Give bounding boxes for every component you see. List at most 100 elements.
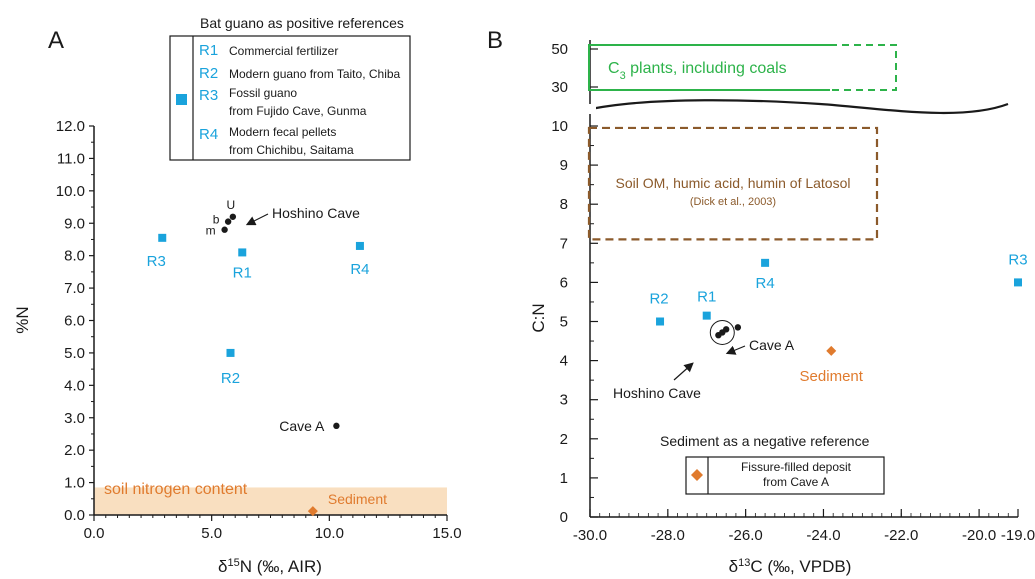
a-legend-text: Modern guano from Taito, Chiba	[229, 67, 401, 81]
b-x-tick-label: -26.0	[729, 527, 763, 544]
b-ref-label: R1	[697, 289, 716, 306]
b-y-tick-label: 8	[560, 196, 568, 213]
a-legend-code: R3	[199, 87, 218, 104]
soil-band-label: soil nitrogen content	[104, 481, 248, 498]
b-ref-point	[656, 317, 665, 326]
a-y-tick-label: 9.0	[64, 215, 85, 232]
a-ref-point	[238, 248, 247, 257]
b-legend-text: Fissure-filled deposit	[741, 460, 852, 474]
a-y-tick-label: 4.0	[64, 377, 85, 394]
a-legend-text: Commercial fertilizer	[229, 44, 338, 58]
a-legend-code: R4	[199, 126, 218, 143]
a-y-tick-label: 8.0	[64, 248, 85, 265]
a-hoshino-sample-label: m	[206, 224, 216, 238]
b-cave-a-point	[734, 324, 742, 331]
b-x-tick-label: -28.0	[651, 527, 685, 544]
b-hoshino-arrow	[673, 362, 694, 381]
b-sediment-point	[826, 345, 837, 356]
a-y-tick-label: 1.0	[64, 475, 85, 492]
a-cave-a-point	[333, 422, 340, 430]
panel-label-a: A	[48, 27, 64, 54]
b-x-tick-label: -24.0	[806, 527, 840, 544]
b-hoshino-label: Hoshino Cave	[613, 385, 701, 401]
a-ref-label: R4	[350, 261, 369, 278]
a-y-axis-label: %N	[13, 306, 32, 333]
b-x-axis-label: δ13C (‰, VPDB)	[729, 557, 852, 576]
a-ref-point	[226, 348, 235, 357]
a-y-tick-label: 2.0	[64, 442, 85, 459]
b-sediment-label: Sediment	[800, 368, 864, 385]
b-cave-a-arrow	[725, 345, 746, 355]
a-sediment-label: Sediment	[328, 491, 387, 507]
a-ref-label: R3	[147, 253, 166, 270]
a-ref-label: R2	[221, 370, 240, 387]
b-upper-tick-label: 50	[551, 41, 568, 58]
b-ref-label: R3	[1008, 251, 1027, 268]
b-upper-tick-label: 30	[551, 79, 568, 96]
b-ref-point	[761, 258, 770, 267]
b-hoshino-point	[722, 326, 730, 333]
b-y-tick-label: 1	[560, 470, 568, 487]
a-legend-text: from Chichibu, Saitama	[229, 143, 354, 157]
a-x-tick-label: 5.0	[201, 525, 222, 542]
panel-label-b: B	[487, 27, 503, 54]
b-y-tick-label: 4	[560, 353, 568, 370]
b-legend-box	[685, 456, 885, 495]
a-ref-label: R1	[233, 264, 252, 281]
b-legend-title: Sediment as a negative reference	[660, 433, 870, 449]
b-x-tick-label: -22.0	[884, 527, 918, 544]
b-x-tick-label: -20.0	[962, 527, 996, 544]
soil-nitrogen-band	[94, 487, 447, 515]
b-y-tick-label: 9	[560, 157, 568, 174]
a-hoshino-point	[221, 226, 228, 233]
a-y-tick-label: 10.0	[56, 183, 85, 200]
a-y-tick-label: 5.0	[64, 345, 85, 362]
a-hoshino-point	[229, 213, 237, 220]
b-c3-box-dashed	[830, 44, 897, 91]
b-c3-box	[588, 44, 830, 91]
b-y-tick-label: 3	[560, 392, 568, 409]
a-ref-point	[158, 233, 167, 242]
a-hoshino-arrow	[245, 213, 269, 226]
a-y-tick-label: 12.0	[56, 118, 85, 135]
a-legend-text: Modern fecal pellets	[229, 125, 336, 139]
a-x-axis-label: δ15N (‰, AIR)	[218, 557, 322, 576]
b-axis-break-gap	[584, 104, 596, 114]
a-legend-text: Fossil guano	[229, 86, 297, 100]
a-hoshino-sample-label: b	[213, 213, 220, 227]
b-hoshino-ring	[709, 319, 735, 345]
b-ref-point	[702, 311, 711, 320]
b-y-tick-label: 6	[560, 274, 568, 291]
a-hoshino-label: Hoshino Cave	[272, 205, 360, 221]
b-y-tick-label: 7	[560, 235, 568, 252]
b-x-tick-label: -30.0	[573, 527, 607, 544]
a-legend-box	[169, 35, 411, 161]
a-hoshino-point	[224, 218, 232, 225]
b-legend-text: from Cave A	[763, 475, 829, 489]
a-legend-marker	[176, 94, 187, 105]
b-y-tick-label: 10	[551, 118, 568, 135]
b-x-tick-label: -19.0	[1001, 527, 1035, 544]
b-cave-a-label: Cave A	[749, 337, 795, 353]
a-sediment-point	[307, 506, 318, 517]
b-soil-box	[587, 126, 879, 241]
a-ref-point	[355, 241, 364, 250]
a-y-tick-label: 6.0	[64, 313, 85, 330]
b-y-tick-label: 2	[560, 431, 568, 448]
b-soil-label: Soil OM, humic acid, humin of Latosol	[616, 175, 851, 191]
a-legend-code: R2	[199, 65, 218, 82]
b-y-axis-label: C:N	[529, 303, 548, 332]
b-ref-point	[1014, 278, 1022, 287]
a-legend-title: Bat guano as positive references	[200, 15, 404, 31]
a-x-tick-label: 15.0	[432, 525, 461, 542]
b-y-tick-label: 5	[560, 314, 568, 331]
a-x-tick-label: 0.0	[84, 525, 105, 542]
b-ref-label: R4	[755, 275, 774, 292]
b-ref-label: R2	[649, 291, 668, 308]
a-legend-text: from Fujido Cave, Gunma	[229, 104, 367, 118]
a-cave-a-label: Cave A	[279, 418, 325, 434]
a-legend-code: R1	[199, 42, 218, 59]
a-hoshino-sample-label: U	[227, 198, 236, 212]
a-y-tick-label: 7.0	[64, 280, 85, 297]
